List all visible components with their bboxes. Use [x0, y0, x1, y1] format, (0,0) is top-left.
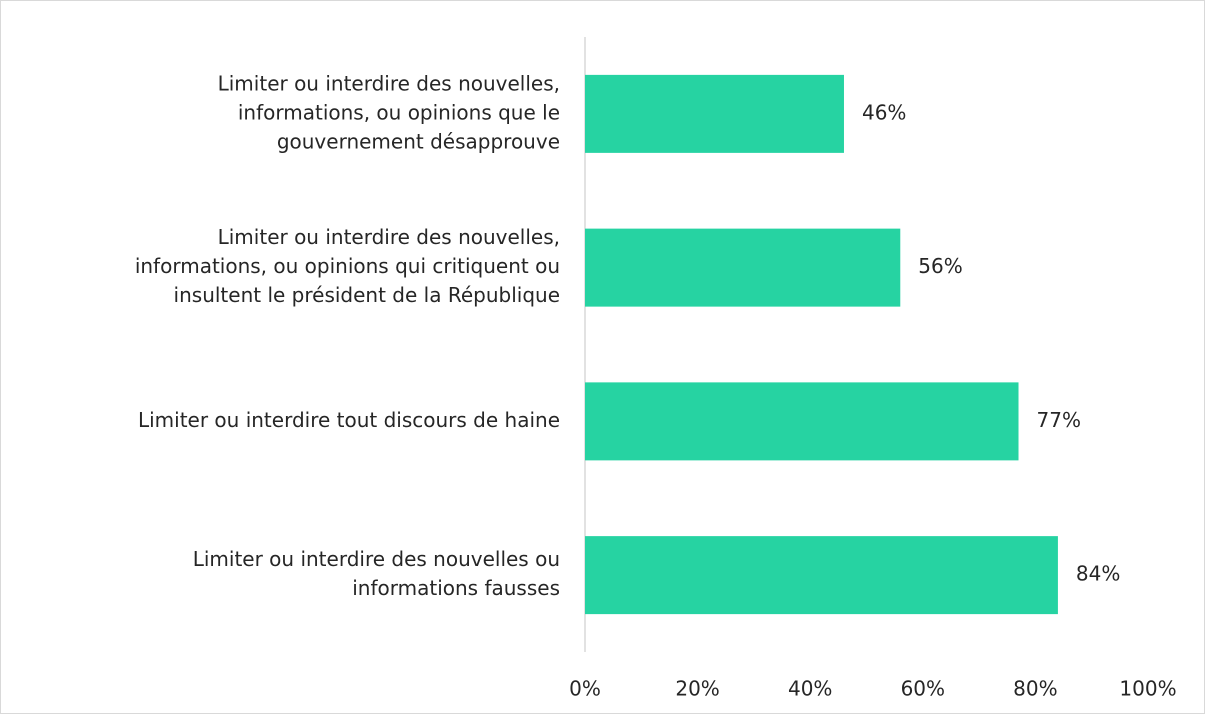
- value-label: 56%: [918, 254, 962, 278]
- y-tick-label: Limiter ou interdire des nouvelles ou: [193, 547, 560, 571]
- value-label: 77%: [1037, 408, 1081, 432]
- value-label: 84%: [1076, 562, 1120, 586]
- x-tick-label: 100%: [1119, 677, 1176, 701]
- bar: [585, 382, 1019, 461]
- value-label: 46%: [862, 100, 906, 124]
- x-tick-label: 60%: [901, 677, 945, 701]
- x-tick-label: 20%: [675, 677, 719, 701]
- bar: [585, 536, 1058, 615]
- x-tick-label: 0%: [569, 677, 601, 701]
- y-tick-label: informations fausses: [352, 576, 560, 600]
- bar: [585, 228, 901, 307]
- y-tick-label: informations, ou opinions que le: [238, 100, 560, 124]
- y-tick-label: insultent le président de la République: [174, 283, 560, 307]
- x-tick-label: 80%: [1013, 677, 1057, 701]
- y-tick-label: Limiter ou interdire des nouvelles,: [218, 71, 560, 95]
- y-tick-label: informations, ou opinions qui critiquent…: [135, 254, 560, 278]
- y-tick-label: Limiter ou interdire des nouvelles,: [218, 225, 560, 249]
- bar: [585, 74, 844, 153]
- y-tick-label: Limiter ou interdire tout discours de ha…: [138, 408, 560, 432]
- x-tick-label: 40%: [788, 677, 832, 701]
- y-tick-label: gouvernement désapprouve: [277, 129, 560, 153]
